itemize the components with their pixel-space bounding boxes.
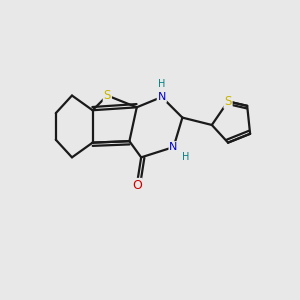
Text: S: S [224,95,232,108]
Text: N: N [158,92,166,102]
Text: N: N [169,142,178,152]
Text: H: H [182,152,190,162]
Text: O: O [132,179,142,192]
Text: H: H [158,79,166,89]
Text: S: S [103,89,111,102]
